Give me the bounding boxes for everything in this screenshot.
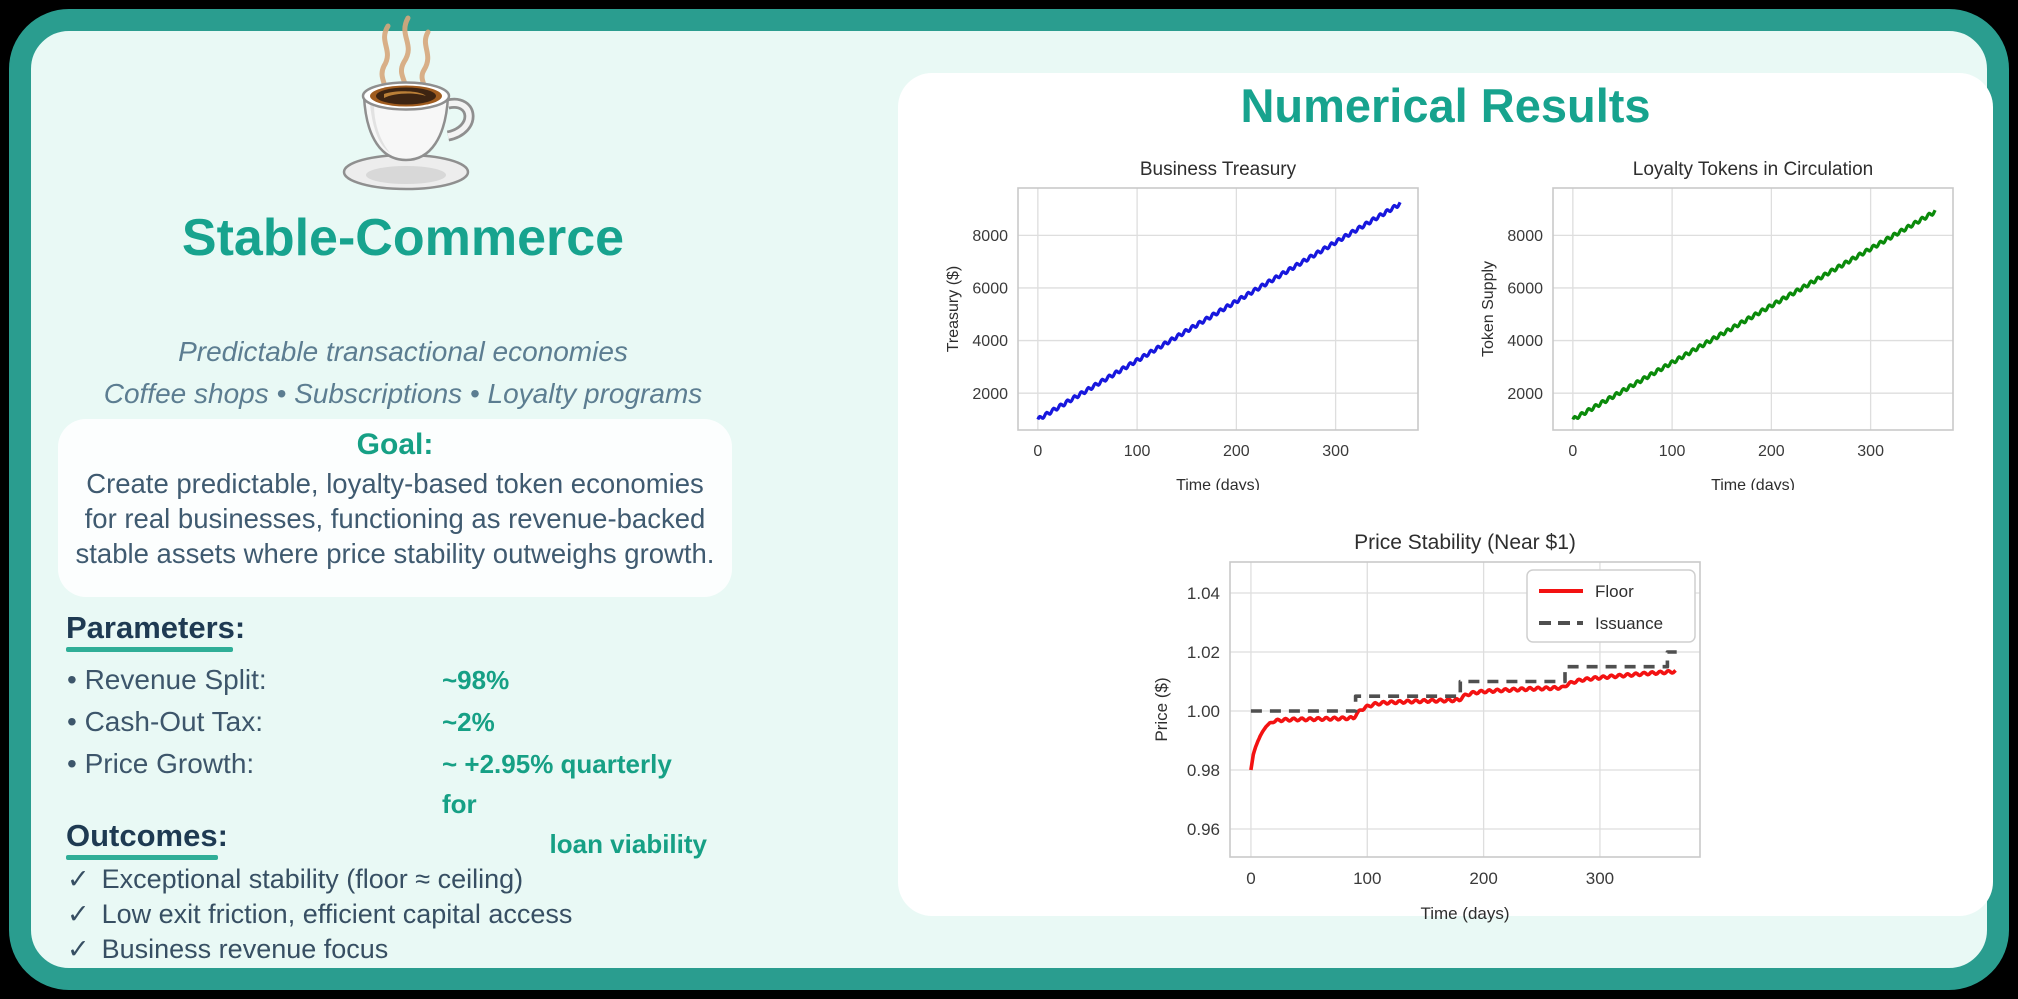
parameter-row: • Revenue Split: ~98% [67, 664, 747, 700]
outcome-text: Exceptional stability (floor ≈ ceiling) [101, 864, 524, 894]
svg-text:Loyalty Tokens in Circulation: Loyalty Tokens in Circulation [1633, 159, 1873, 180]
svg-text:Floor: Floor [1595, 582, 1634, 601]
svg-text:2000: 2000 [1507, 386, 1543, 403]
svg-text:0: 0 [1033, 443, 1042, 460]
svg-text:1.02: 1.02 [1187, 643, 1220, 662]
svg-text:300: 300 [1857, 443, 1884, 460]
svg-text:200: 200 [1223, 443, 1250, 460]
svg-text:Issuance: Issuance [1595, 614, 1663, 633]
svg-text:Token Supply: Token Supply [1480, 261, 1497, 357]
parameter-row: • Price Growth: ~ +2.95% quarterly for loa… [67, 748, 747, 864]
coffee-cup-icon [318, 12, 493, 202]
parameter-row: • Cash-Out Tax: ~2% [67, 706, 747, 742]
svg-text:Time (days): Time (days) [1176, 477, 1260, 490]
svg-text:100: 100 [1124, 443, 1151, 460]
svg-text:0.98: 0.98 [1187, 761, 1220, 780]
parameter-value: ~ +2.95% quarterly for loan viability [442, 749, 707, 859]
chart-business-treasury: 0 100 200 300 2000 4000 6000 8000 Business Treas… [945, 159, 1419, 490]
subtitle-line1: Predictable transactional economies [178, 336, 628, 367]
outcomes-heading: Outcomes: [66, 818, 228, 853]
svg-text:1.04: 1.04 [1187, 584, 1220, 603]
goal-text: Create predictable, loyalty-based token … [75, 468, 715, 569]
outcome-row: ✓ Business revenue focus [67, 934, 747, 965]
check-icon: ✓ [67, 899, 90, 929]
svg-text:1.00: 1.00 [1187, 702, 1220, 721]
svg-text:4000: 4000 [1507, 333, 1543, 350]
check-icon: ✓ [67, 864, 90, 894]
parameter-value: ~98% [442, 665, 510, 695]
svg-text:0: 0 [1568, 443, 1577, 460]
page-title: Stable-Commerce [181, 209, 625, 267]
outcomes-underline [66, 855, 218, 860]
outcome-text: Business revenue focus [101, 934, 389, 964]
parameter-label: • Price Growth: [67, 748, 255, 779]
svg-text:8000: 8000 [972, 228, 1008, 245]
svg-text:2000: 2000 [972, 386, 1008, 403]
svg-text:200: 200 [1758, 443, 1785, 460]
outcome-row: ✓ Exceptional stability (floor ≈ ceiling) [67, 864, 747, 895]
svg-text:Treasury ($): Treasury ($) [945, 266, 962, 353]
svg-text:0: 0 [1246, 869, 1255, 888]
chart-price-stability: 0 100 200 300 0.96 0.98 1.00 1.02 1.04 Price Stab… [1152, 531, 1701, 923]
svg-text:0.96: 0.96 [1187, 820, 1220, 839]
outcome-text: Low exit friction, efficient capital acc… [101, 899, 573, 929]
svg-text:300: 300 [1322, 443, 1349, 460]
svg-text:Price ($): Price ($) [1152, 677, 1171, 741]
chart-loyalty-tokens: 0 100 200 300 2000 4000 6000 8000 Loyalty Tokens… [1480, 159, 1954, 490]
svg-text:6000: 6000 [1507, 281, 1543, 298]
parameter-label: • Revenue Split: [67, 664, 267, 695]
parameters-underline [66, 647, 233, 652]
svg-text:Time (days): Time (days) [1711, 477, 1795, 490]
svg-text:Time (days): Time (days) [1420, 904, 1509, 923]
goal-heading: Goal: [356, 428, 434, 461]
svg-text:300: 300 [1586, 869, 1614, 888]
svg-text:100: 100 [1659, 443, 1686, 460]
svg-text:4000: 4000 [972, 333, 1008, 350]
subtitle-line2: Coffee shops • Subscriptions • Loyalty p… [103, 378, 703, 409]
goal-box [58, 419, 732, 597]
parameter-label: • Cash-Out Tax: [67, 706, 264, 737]
svg-text:6000: 6000 [972, 281, 1008, 298]
results-heading: Numerical Results [1240, 79, 1651, 132]
svg-text:Business Treasury: Business Treasury [1140, 159, 1297, 180]
check-icon: ✓ [67, 934, 90, 964]
svg-text:8000: 8000 [1507, 228, 1543, 245]
parameter-value: ~2% [442, 707, 495, 737]
svg-text:Price Stability (Near $1): Price Stability (Near $1) [1354, 531, 1576, 554]
outcome-row: ✓ Low exit friction, efficient capital ac… [67, 899, 747, 930]
svg-text:100: 100 [1353, 869, 1381, 888]
svg-text:200: 200 [1469, 869, 1497, 888]
parameters-heading: Parameters: [66, 610, 246, 645]
